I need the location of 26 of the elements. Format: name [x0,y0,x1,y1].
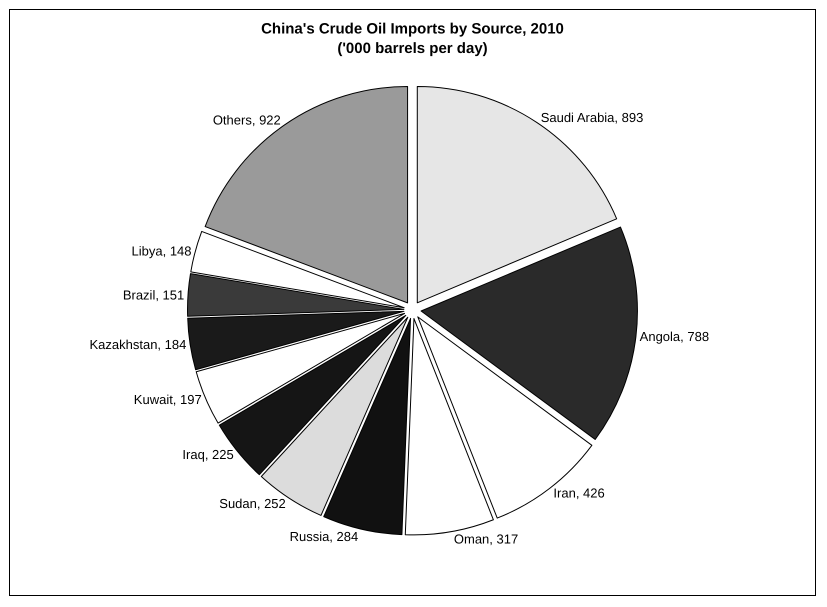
data-label: , 922 [252,112,281,128]
slice-label: Kazakhstan [90,336,158,352]
data-label: , 788 [680,329,710,344]
data-label: , 151 [155,287,184,302]
data-label: , 225 [204,446,234,462]
slice-label: Brazil [122,287,156,302]
slice-label: Oman [454,532,490,547]
slice-label: Iraq [182,446,205,462]
slice-label: Kuwait [134,392,174,407]
data-label: , 893 [614,110,644,125]
data-label: , 284 [329,528,358,544]
data-label: , 148 [162,243,192,258]
slice-label: Angola [640,329,681,344]
slice-label: Libya [132,243,164,258]
chart-title: China's Crude Oil Imports by Source, 2010 [261,20,564,38]
chart-subtitle: ('000 barrels per day) [337,40,488,57]
data-label: , 197 [172,392,202,407]
slice-label: Others [212,112,252,128]
slice-label: Saudi Arabia [540,110,616,125]
data-label: , 426 [576,486,605,501]
slice-label: Iran [553,486,576,501]
slice-label: Russia [290,528,330,544]
data-label: , 184 [157,336,186,352]
slice-label: Sudan [219,496,257,512]
data-label: , 252 [256,496,286,512]
data-label: , 317 [489,532,518,547]
